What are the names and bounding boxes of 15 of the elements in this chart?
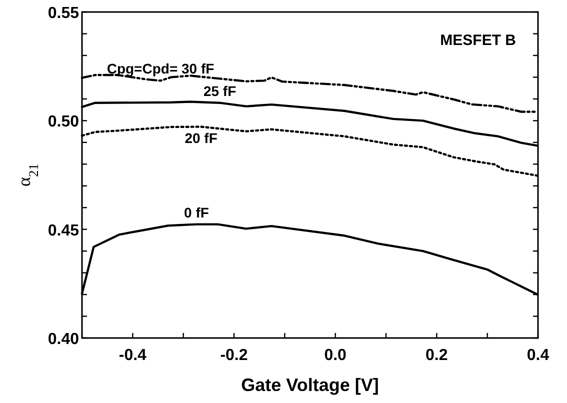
y-tick-label: 0.50	[48, 114, 80, 131]
x-tick-label: -0.4	[118, 347, 147, 364]
series-label: 25 fF	[203, 82, 237, 99]
annotation: MESFET B	[440, 32, 516, 49]
series-label: 0 fF	[184, 204, 210, 220]
series-label: 20 fF	[184, 130, 218, 146]
y-tick-label: 0.55	[48, 5, 80, 22]
x-tick-label: 0.2	[426, 347, 448, 364]
y-tick-label: 0.40	[48, 331, 80, 348]
series-label: Cpg=Cpd= 30 fF	[106, 60, 215, 77]
x-axis-title: Gate Voltage [V]	[241, 375, 379, 395]
x-tick-label: 0.4	[526, 347, 550, 364]
x-tick-label: -0.2	[220, 347, 248, 364]
y-tick-label: 0.45	[48, 222, 80, 240]
x-tick-label: 0.0	[324, 347, 347, 364]
